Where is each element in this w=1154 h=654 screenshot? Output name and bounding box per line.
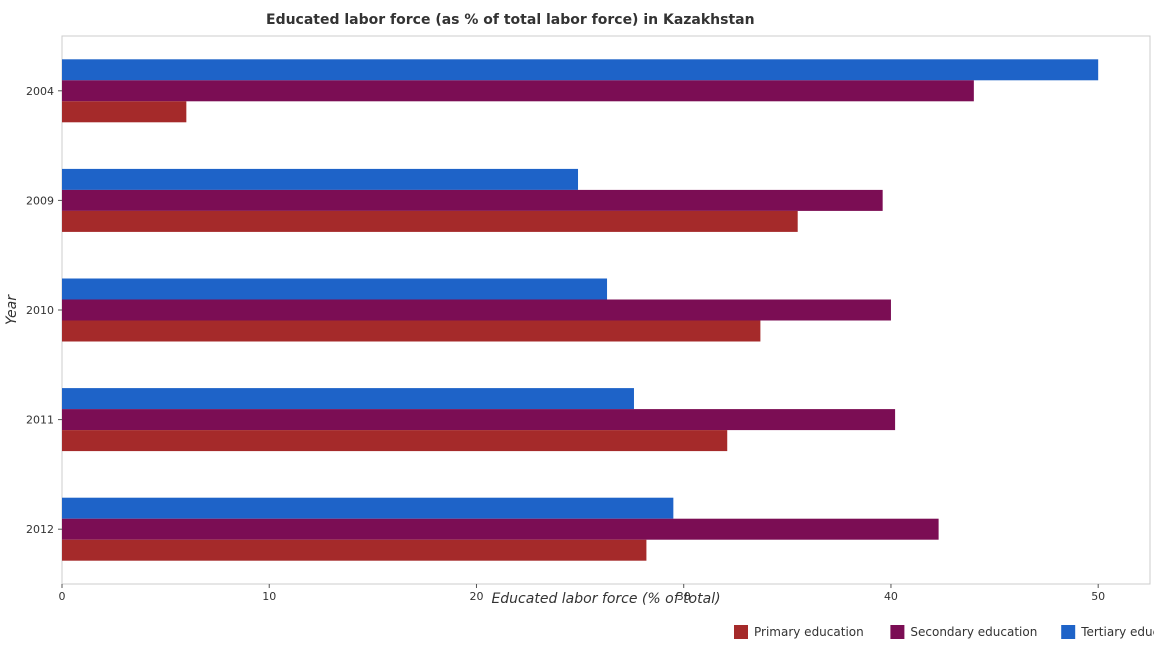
bar-tertiary-education-2012: [62, 497, 674, 519]
y-tick-label: 2011: [26, 414, 54, 427]
bar-primary-education-2012: [62, 539, 647, 561]
x-axis-label: Educated labor force (% of total): [491, 591, 720, 607]
bar-primary-education-2011: [62, 430, 728, 452]
bar-secondary-education-2009: [62, 189, 883, 211]
bar-tertiary-education-2009: [62, 168, 579, 190]
x-axis: 0 10 20 30 40 50: [59, 584, 1105, 603]
bar-primary-education-2004: [62, 101, 187, 123]
bar-tertiary-education-2010: [62, 278, 608, 300]
bar-tertiary-education-2011: [62, 388, 634, 410]
legend-label-secondary-education: Secondary education: [910, 625, 1037, 639]
x-tick-label: 50: [1091, 590, 1105, 603]
legend-swatch-tertiary-education: [1061, 625, 1076, 639]
legend: Primary education Secondary education Tert…: [734, 625, 1154, 639]
legend-swatch-secondary-education: [890, 625, 905, 639]
x-tick-label: 0: [59, 590, 66, 603]
x-tick-label: 10: [262, 590, 276, 603]
y-tick-label: 2012: [26, 523, 54, 536]
bar-primary-education-2009: [62, 210, 798, 232]
chart-title: Educated labor force (as % of total labo…: [266, 12, 755, 28]
y-tick-label: 2009: [26, 194, 54, 207]
bar-tertiary-education-2004: [62, 59, 1099, 81]
bar-secondary-education-2012: [62, 518, 939, 540]
bar-secondary-education-2011: [62, 409, 896, 431]
y-axis-label: Year: [4, 294, 20, 325]
bar-secondary-education-2004: [62, 80, 974, 102]
x-tick-label: 30: [677, 590, 691, 603]
legend-label-primary-education: Primary education: [754, 625, 864, 639]
x-tick-label: 20: [469, 590, 483, 603]
legend-swatch-primary-education: [734, 625, 748, 639]
y-tick-label: 2004: [26, 85, 54, 98]
y-axis: 2004 2009 2010 2011 2012: [26, 85, 62, 536]
y-tick-label: 2010: [26, 304, 54, 317]
bar-primary-education-2010: [62, 320, 761, 342]
x-tick-label: 40: [884, 590, 898, 603]
legend-label-tertiary-education: Tertiary education: [1080, 625, 1154, 639]
bar-secondary-education-2010: [62, 299, 891, 321]
bars-layer: [62, 59, 1099, 561]
